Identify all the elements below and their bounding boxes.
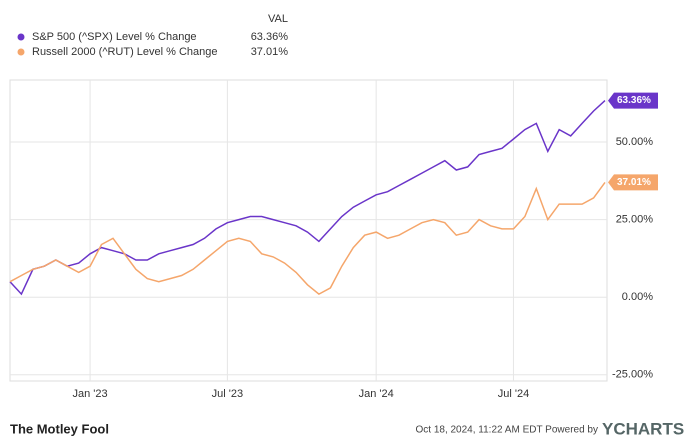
brand: YCHARTS — [602, 419, 684, 438]
legend-marker — [17, 33, 25, 41]
value-label: 37.01% — [617, 177, 651, 188]
x-tick-label: Jul '23 — [212, 388, 243, 400]
series-line — [9, 100, 606, 296]
legend-value: 63.36% — [251, 31, 289, 43]
value-label-box — [608, 92, 658, 109]
value-label-box — [608, 174, 658, 191]
logo: The Motley Fool — [10, 421, 109, 436]
y-tick-label: 0.00% — [622, 291, 653, 303]
series-line — [9, 181, 606, 295]
plot-frame — [9, 79, 608, 382]
legend-label: Russell 2000 (^RUT) Level % Change — [32, 46, 218, 58]
y-tick-label: -25.00% — [612, 369, 653, 381]
y-tick-label: 50.00% — [616, 136, 654, 148]
legend-label: S&P 500 (^SPX) Level % Change — [32, 31, 197, 43]
legend-value: 37.01% — [251, 46, 289, 58]
x-tick-label: Jan '23 — [73, 388, 108, 400]
value-label: 63.36% — [617, 95, 651, 106]
y-tick-label: 25.00% — [616, 214, 654, 226]
x-tick-label: Jan '24 — [359, 388, 394, 400]
timestamp: Oct 18, 2024, 11:22 AM EDT Powered by — [415, 425, 598, 436]
legend-marker — [17, 48, 25, 56]
x-tick-label: Jul '24 — [498, 388, 529, 400]
legend-header: VAL — [268, 13, 288, 25]
